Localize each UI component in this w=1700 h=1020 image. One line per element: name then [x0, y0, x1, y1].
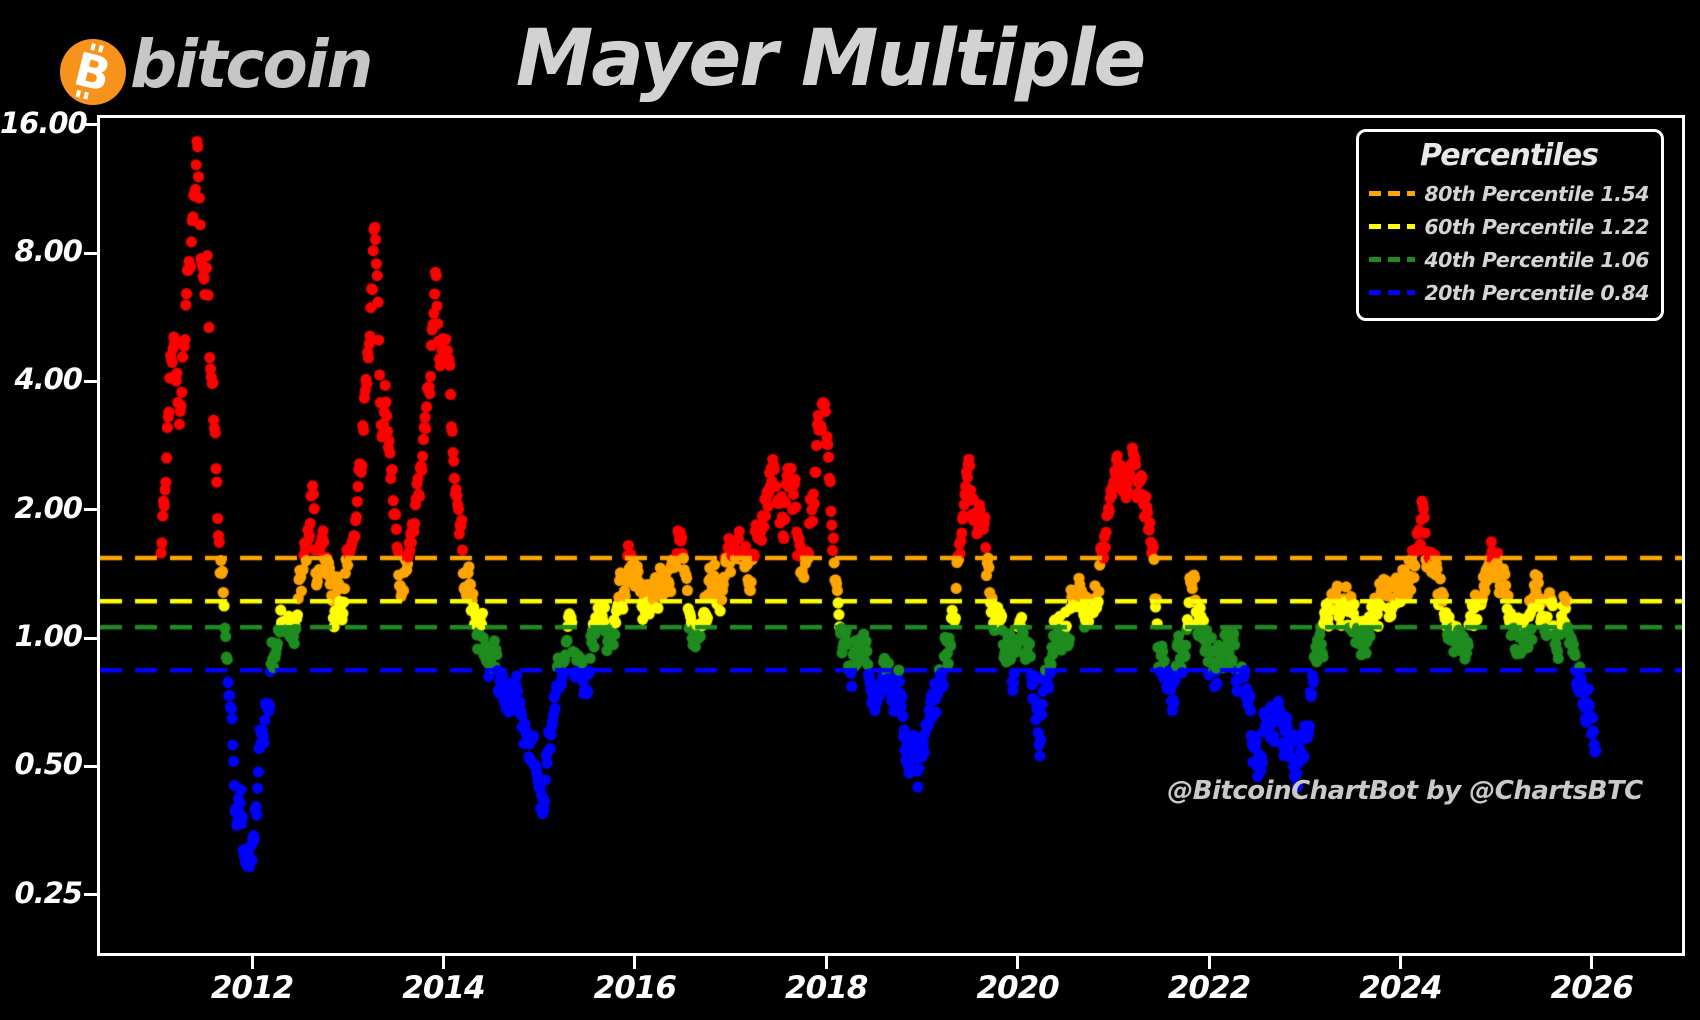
legend-item-label: 80th Percentile 1.54 — [1424, 181, 1649, 206]
legend-item: 80th Percentile 1.54 — [1369, 177, 1650, 210]
legend-dash-swatch — [1369, 224, 1415, 229]
watermark: @BitcoinChartBot by @ChartsBTC — [1167, 776, 1643, 806]
y-axis-tick-mark — [84, 764, 97, 768]
legend-dash-swatch — [1369, 191, 1415, 196]
bitcoin-b-prong — [98, 44, 105, 53]
y-axis-tick-label: 2.00 — [14, 490, 83, 525]
x-axis-tick-mark — [824, 956, 828, 969]
y-axis-tick-mark — [84, 379, 97, 383]
y-axis-tick-label: 0.25 — [14, 875, 83, 910]
y-axis-tick-label: 16.00 — [0, 105, 88, 140]
x-axis-tick-mark — [250, 956, 254, 969]
x-axis-tick-label: 2024 — [1359, 970, 1442, 1006]
legend-dash-swatch — [1369, 257, 1415, 262]
x-axis-tick-label: 2020 — [976, 970, 1059, 1006]
chart-title: Mayer Multiple — [515, 14, 1147, 104]
legend-item-label: 40th Percentile 1.06 — [1424, 247, 1649, 272]
x-axis-tick-mark — [1207, 956, 1211, 969]
legend-item-label: 20th Percentile 0.84 — [1424, 280, 1649, 305]
legend: Percentiles 80th Percentile 1.54 60th Per… — [1356, 129, 1664, 321]
x-axis-tick-label: 2018 — [785, 970, 868, 1006]
x-axis-tick-label: 2022 — [1167, 970, 1251, 1006]
y-axis-tick-mark — [84, 251, 97, 255]
legend-item: 20th Percentile 0.84 — [1369, 276, 1650, 309]
y-axis-tick-mark — [84, 893, 97, 897]
bitcoin-wordmark: bitcoin — [130, 26, 373, 103]
x-axis-tick-mark — [1398, 956, 1402, 969]
legend-rows: 80th Percentile 1.54 60th Percentile 1.22… — [1369, 177, 1650, 309]
legend-item-label: 60th Percentile 1.22 — [1424, 214, 1649, 239]
y-axis-tick-label: 1.00 — [14, 619, 83, 653]
y-axis-tick-mark — [84, 636, 97, 640]
y-axis-tick-mark — [84, 123, 97, 127]
legend-title: Percentiles — [1420, 138, 1599, 173]
y-axis-tick-label: 8.00 — [14, 234, 83, 269]
y-axis-tick-label: 0.50 — [14, 747, 83, 782]
legend-item: 40th Percentile 1.06 — [1369, 243, 1650, 276]
bitcoin-logo-icon: B — [60, 39, 126, 105]
x-axis-tick-mark — [633, 956, 637, 969]
bitcoin-b-symbol: B — [69, 41, 117, 103]
y-axis-tick-mark — [84, 508, 97, 512]
x-axis-tick-mark — [1590, 956, 1594, 969]
bitcoin-b-prong — [76, 89, 82, 98]
x-axis-tick-label: 2012 — [210, 970, 294, 1006]
bitcoin-b-prong — [90, 43, 97, 51]
x-axis-tick-label: 2026 — [1550, 970, 1634, 1006]
x-axis-tick-mark — [441, 956, 445, 969]
legend-dash-swatch — [1369, 290, 1415, 295]
x-axis-tick-label: 2014 — [402, 970, 485, 1006]
legend-item: 60th Percentile 1.22 — [1369, 210, 1650, 243]
x-axis-tick-mark — [1016, 956, 1020, 969]
bitcoin-b-prong — [83, 91, 90, 100]
x-axis-tick-label: 2016 — [593, 970, 677, 1006]
y-axis-tick-label: 4.00 — [14, 362, 83, 397]
